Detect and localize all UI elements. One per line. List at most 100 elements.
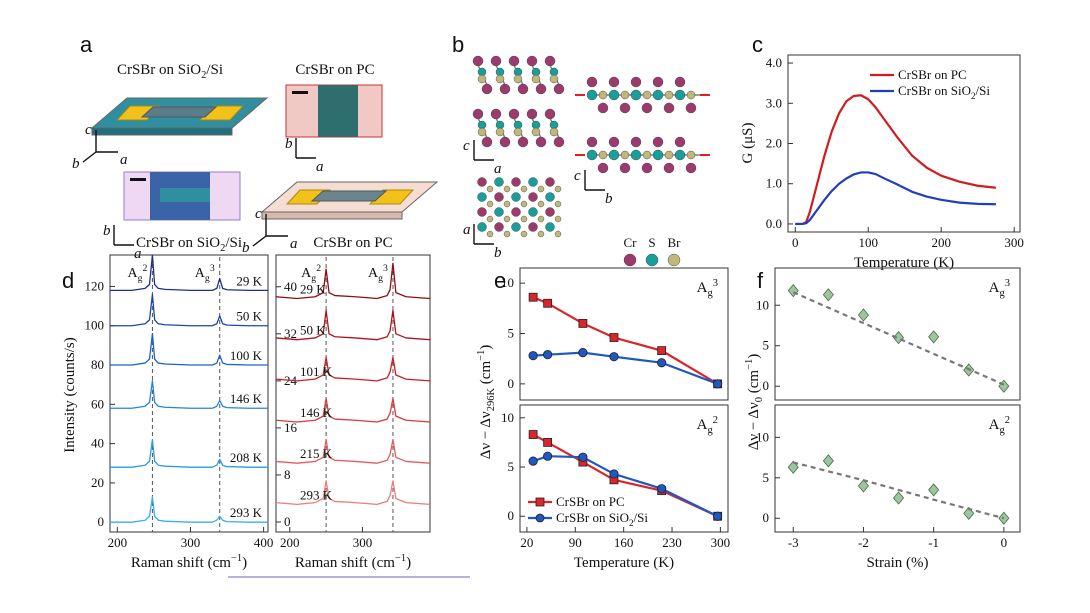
series-label: 146 K	[230, 391, 263, 406]
text-run: /Si	[225, 235, 242, 251]
axis-letter: b	[285, 136, 293, 152]
atom	[513, 74, 523, 84]
atom	[477, 127, 487, 137]
axis-letter: c	[85, 122, 92, 138]
text-run: A	[301, 266, 312, 281]
series-label: 293 K	[230, 505, 263, 520]
series-line	[275, 262, 431, 300]
atom	[472, 108, 484, 120]
y-tick-label: 120	[85, 278, 105, 293]
scale-bar	[292, 91, 308, 94]
x-tick-label: 300	[353, 535, 373, 550]
x-tick-label: 160	[614, 535, 634, 550]
atom	[554, 185, 562, 193]
subscript: g	[311, 273, 316, 284]
marker	[578, 319, 588, 328]
panel-label: a	[80, 32, 93, 57]
y-tick-label: 0	[508, 376, 515, 391]
atom	[511, 207, 521, 217]
text-run: A	[127, 266, 138, 281]
x-tick-label: 0	[792, 235, 799, 250]
axis-letter: b	[242, 240, 250, 256]
text-run: /Si	[976, 83, 991, 98]
atom	[685, 162, 697, 174]
axis-letter: b	[72, 156, 80, 172]
subscript: 2	[971, 91, 976, 101]
atom	[597, 162, 609, 174]
atom	[517, 83, 529, 95]
panel-label: c	[752, 32, 763, 57]
series-label: 293 K	[300, 487, 333, 502]
atom	[652, 89, 664, 101]
chart-title: CrSBr on PC	[313, 235, 392, 251]
annotation: Ag3	[989, 278, 1010, 299]
supscript: −1	[744, 359, 755, 370]
legend-label: CrSBr on SiO2/Si	[898, 83, 990, 101]
atom	[545, 222, 555, 232]
series-line	[110, 439, 268, 468]
text-run: A	[195, 266, 206, 281]
atom	[513, 127, 523, 137]
atom	[503, 215, 511, 223]
atom	[586, 76, 598, 88]
atom	[535, 136, 547, 148]
atom	[608, 149, 620, 161]
y-axis-title: G (μS)	[740, 123, 756, 164]
atom	[486, 185, 494, 193]
marker	[713, 379, 723, 389]
series-label: 50 K	[300, 323, 326, 338]
x-axis-title: Raman shift (cm−1)	[295, 553, 411, 571]
atom	[674, 89, 686, 101]
series-line	[275, 480, 431, 506]
y-tick-label: 80	[91, 357, 104, 372]
marker	[543, 350, 553, 360]
atom	[499, 83, 511, 95]
x-axis-title: Raman shift (cm−1)	[131, 553, 247, 571]
atom	[511, 192, 521, 202]
series-label: 208 K	[230, 450, 263, 465]
series-line	[110, 332, 268, 366]
atom	[598, 150, 608, 160]
atom	[486, 215, 494, 223]
supscript: 3	[1005, 278, 1010, 289]
atom	[554, 230, 562, 238]
supscript: 3	[210, 263, 215, 274]
atom	[630, 89, 642, 101]
text-run: Δν − Δν	[746, 402, 762, 450]
series-line	[795, 171, 996, 226]
y-tick-label: 40	[91, 436, 104, 451]
atom	[528, 177, 538, 187]
y-tick-label: 100	[85, 318, 105, 333]
axis-letter: a	[134, 246, 142, 262]
annotation: Ag3	[697, 278, 718, 299]
supscript: 2	[1005, 415, 1010, 426]
supscript: 2	[143, 263, 148, 274]
axis-letter: b	[494, 245, 502, 261]
atom	[630, 136, 642, 148]
substrate-side	[261, 211, 403, 220]
plot-frame	[519, 267, 729, 401]
x-tick-label: 90	[569, 535, 582, 550]
text-run: )	[242, 555, 247, 571]
marker	[928, 330, 940, 344]
subscript: 2	[201, 70, 206, 81]
marker	[528, 292, 538, 302]
atom	[686, 90, 696, 100]
annotation: Ag2	[989, 415, 1010, 436]
marker	[609, 333, 619, 342]
axis-letter: a	[463, 222, 471, 238]
atom	[520, 230, 528, 238]
atom	[481, 83, 493, 95]
legend-label: Br	[668, 235, 682, 250]
marker	[528, 456, 538, 466]
text-run: (cm	[746, 370, 762, 397]
marker	[893, 491, 905, 505]
marker	[787, 460, 799, 474]
peak-label: Ag3	[368, 263, 388, 284]
atom	[531, 127, 541, 137]
text-run: Δν − Δν	[478, 411, 494, 459]
atom	[652, 149, 664, 161]
series-label: 29 K	[236, 273, 262, 288]
y-tick-label: 5	[508, 459, 515, 474]
